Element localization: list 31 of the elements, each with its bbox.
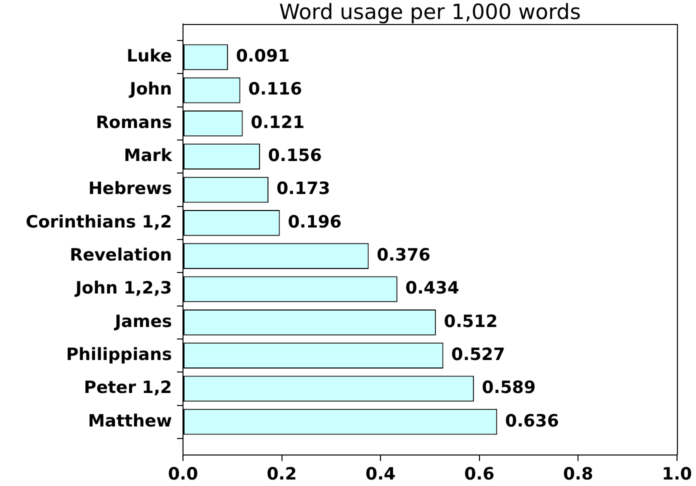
y-tick-label: Philippians [66,344,172,365]
y-tick-label: Hebrews [88,179,172,200]
y-tick-label: Mark [124,146,173,166]
data-label: 0.434 [405,278,460,299]
data-label: 0.116 [248,80,302,100]
x-tick-label: 1.0 [662,464,692,485]
x-tick-label: 0.8 [563,464,594,485]
x-tick-label: 0.2 [266,464,297,485]
data-label: 0.156 [268,146,322,166]
y-tick-label: Romans [96,112,172,133]
data-label: 0.173 [276,179,330,200]
y-tick-label: Revelation [70,246,172,266]
data-label: 0.376 [376,246,431,266]
data-label: 0.636 [505,411,559,432]
data-label: 0.589 [482,378,536,398]
x-tick-label: 0.6 [464,464,494,485]
y-tick-label: John 1,2,3 [74,278,172,299]
data-label: 0.196 [288,212,342,232]
y-tick-label: Matthew [88,411,172,432]
chart-title: Word usage per 1,000 words [279,0,581,24]
y-tick-label: Luke [126,46,172,67]
data-label: 0.091 [236,46,290,67]
x-tick-label: 0.0 [168,464,198,485]
y-tick-label: Corinthians 1,2 [26,212,172,232]
y-tick-label: Peter 1,2 [84,378,172,398]
data-label: 0.121 [250,112,305,133]
x-tick-label: 0.4 [366,464,396,485]
data-label: 0.527 [451,344,506,365]
y-tick-label: John [128,80,172,100]
y-tick-label: James [114,312,172,332]
data-label: 0.512 [444,312,498,332]
